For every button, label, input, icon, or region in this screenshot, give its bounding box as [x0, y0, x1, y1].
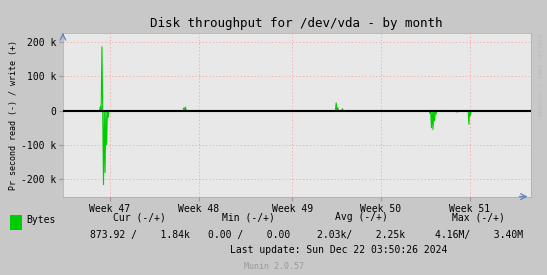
Text: Avg (-/+): Avg (-/+) [335, 212, 387, 222]
Text: 4.16M/    3.40M: 4.16M/ 3.40M [434, 230, 523, 240]
Text: 0.00 /    0.00: 0.00 / 0.00 [208, 230, 290, 240]
Text: Max (-/+): Max (-/+) [452, 212, 505, 222]
Title: Disk throughput for /dev/vda - by month: Disk throughput for /dev/vda - by month [150, 17, 443, 31]
Text: Last update: Sun Dec 22 03:50:26 2024: Last update: Sun Dec 22 03:50:26 2024 [230, 245, 448, 255]
Text: 873.92 /    1.84k: 873.92 / 1.84k [90, 230, 189, 240]
Text: RRDTOOL / TOBI OETIKER: RRDTOOL / TOBI OETIKER [538, 33, 543, 116]
Text: Munin 2.0.57: Munin 2.0.57 [243, 262, 304, 271]
Y-axis label: Pr second read (-) / write (+): Pr second read (-) / write (+) [9, 40, 18, 190]
Text: Cur (-/+): Cur (-/+) [113, 212, 166, 222]
Text: Min (-/+): Min (-/+) [223, 212, 275, 222]
Text: 2.03k/    2.25k: 2.03k/ 2.25k [317, 230, 405, 240]
Text: Bytes: Bytes [26, 215, 56, 225]
